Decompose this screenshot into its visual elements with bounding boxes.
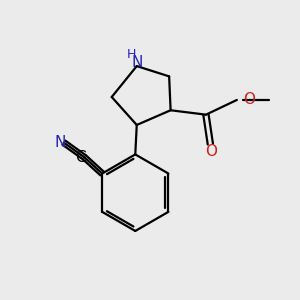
Text: O: O bbox=[205, 144, 217, 159]
Text: N: N bbox=[131, 55, 142, 70]
Text: O: O bbox=[243, 92, 255, 107]
Text: N: N bbox=[55, 135, 66, 150]
Text: H: H bbox=[127, 48, 136, 62]
Text: C: C bbox=[76, 150, 86, 165]
